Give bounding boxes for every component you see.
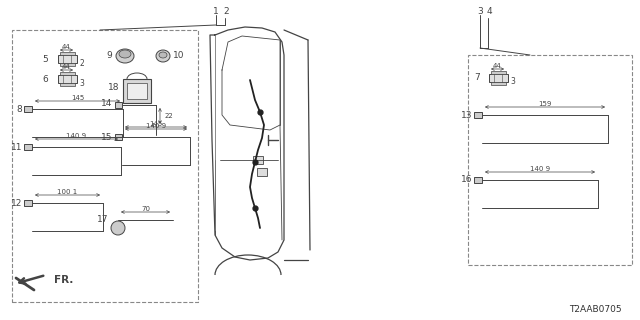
- Bar: [127, 83, 147, 99]
- Bar: [468, 55, 632, 265]
- Text: 140 9: 140 9: [530, 166, 550, 172]
- Text: 159: 159: [538, 101, 552, 107]
- Text: 2: 2: [79, 59, 84, 68]
- Text: 145: 145: [149, 121, 163, 127]
- Text: 140 9: 140 9: [146, 123, 166, 129]
- Text: 12: 12: [11, 198, 22, 207]
- Bar: [490, 71, 506, 74]
- Text: 145: 145: [71, 95, 84, 101]
- Text: 44: 44: [62, 64, 71, 70]
- Text: T2AAB0705: T2AAB0705: [569, 306, 621, 315]
- Text: 2: 2: [223, 7, 229, 17]
- Text: 4: 4: [486, 7, 492, 17]
- Bar: [60, 52, 74, 55]
- Text: 140 9: 140 9: [67, 133, 86, 139]
- Bar: [490, 82, 506, 85]
- Bar: [488, 74, 508, 82]
- Bar: [60, 72, 74, 75]
- Ellipse shape: [116, 49, 134, 63]
- Bar: [257, 168, 267, 176]
- Bar: [115, 102, 122, 108]
- Text: 15: 15: [100, 132, 112, 141]
- Bar: [474, 112, 482, 118]
- Bar: [60, 83, 74, 86]
- Text: 16: 16: [461, 175, 472, 185]
- Bar: [58, 55, 77, 63]
- Bar: [24, 200, 32, 206]
- Text: 13: 13: [461, 110, 472, 119]
- Text: 18: 18: [108, 83, 119, 92]
- Bar: [123, 79, 151, 103]
- Bar: [24, 144, 32, 150]
- Text: 1: 1: [213, 6, 219, 15]
- Ellipse shape: [119, 50, 131, 58]
- Bar: [115, 134, 122, 140]
- Text: 100 1: 100 1: [58, 189, 77, 195]
- Circle shape: [111, 221, 125, 235]
- Text: 5: 5: [42, 54, 48, 63]
- Text: 9: 9: [106, 51, 112, 60]
- Bar: [58, 75, 77, 83]
- Text: 22: 22: [165, 113, 173, 119]
- Text: 44: 44: [493, 63, 502, 69]
- Bar: [12, 30, 198, 302]
- Text: 14: 14: [100, 100, 112, 108]
- Ellipse shape: [156, 50, 170, 62]
- Text: 6: 6: [42, 75, 48, 84]
- Text: 70: 70: [141, 206, 150, 212]
- Ellipse shape: [159, 52, 167, 58]
- Bar: [474, 177, 482, 183]
- Bar: [60, 63, 74, 66]
- Text: 3: 3: [510, 77, 515, 86]
- Text: 8: 8: [16, 105, 22, 114]
- Text: 3: 3: [477, 6, 483, 15]
- Bar: [24, 106, 32, 112]
- Text: 10: 10: [173, 51, 184, 60]
- Text: 7: 7: [474, 74, 480, 83]
- Text: 11: 11: [10, 142, 22, 151]
- Text: 17: 17: [97, 215, 108, 225]
- Text: FR.: FR.: [54, 275, 74, 285]
- Text: 3: 3: [79, 78, 84, 87]
- Bar: [253, 156, 263, 164]
- Text: 44: 44: [62, 44, 71, 50]
